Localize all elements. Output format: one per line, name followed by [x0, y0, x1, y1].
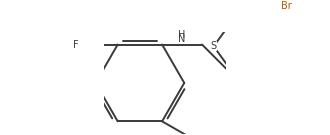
Text: Br: Br [280, 1, 291, 11]
Text: H: H [178, 30, 186, 40]
Text: N: N [178, 34, 186, 44]
Text: S: S [211, 41, 217, 51]
Text: F: F [74, 40, 79, 50]
